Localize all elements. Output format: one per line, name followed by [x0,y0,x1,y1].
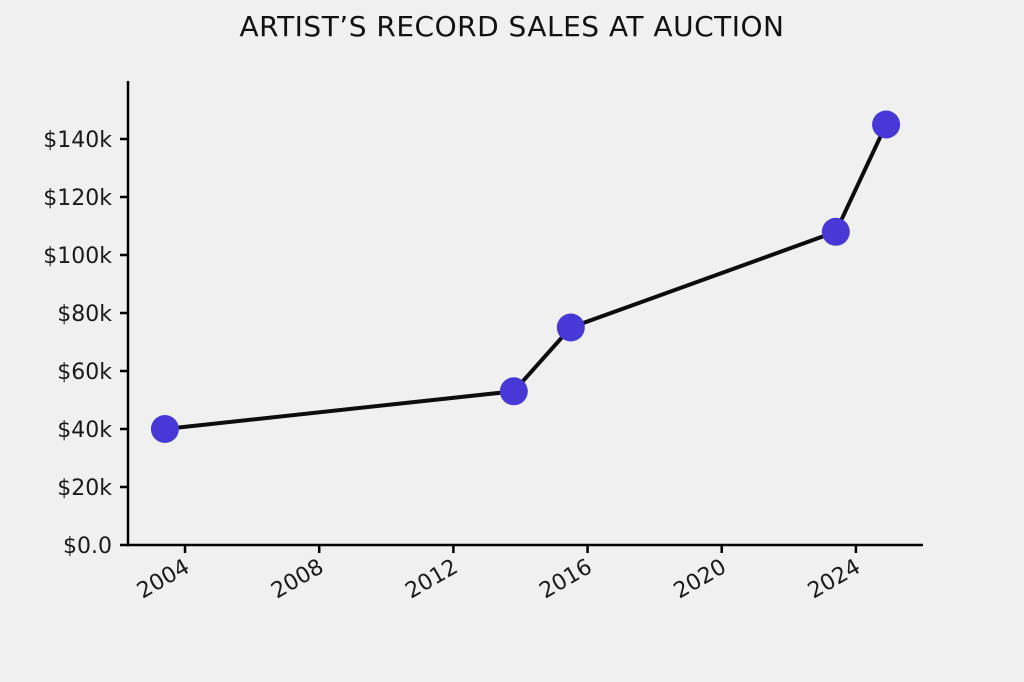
y-tick-label: $40k [57,418,112,443]
y-tick-label: $140k [43,128,112,153]
x-tick-label: 2016 [536,555,597,605]
data-line [162,122,889,431]
data-point-marker [821,217,850,246]
x-tick-label: 2012 [401,555,462,605]
data-point-marker [872,110,901,139]
y-tick-label: $80k [57,302,112,327]
data-point-marker [150,415,179,443]
y-tick-label: $0.0 [63,534,112,559]
x-tick-label: 2008 [267,555,328,605]
y-tick-label: $60k [57,360,112,385]
data-point-marker [556,313,585,342]
x-tick-label: 2004 [133,555,194,605]
y-tick-label: $100k [43,244,112,269]
x-tick-label: 2024 [804,555,865,605]
chart-title: ARTIST’S RECORD SALES AT AUCTION [239,10,785,43]
y-tick-label: $120k [43,186,112,211]
y-tick-label: $20k [57,476,112,501]
data-point-marker [499,377,528,406]
x-tick-label: 2020 [670,555,731,605]
